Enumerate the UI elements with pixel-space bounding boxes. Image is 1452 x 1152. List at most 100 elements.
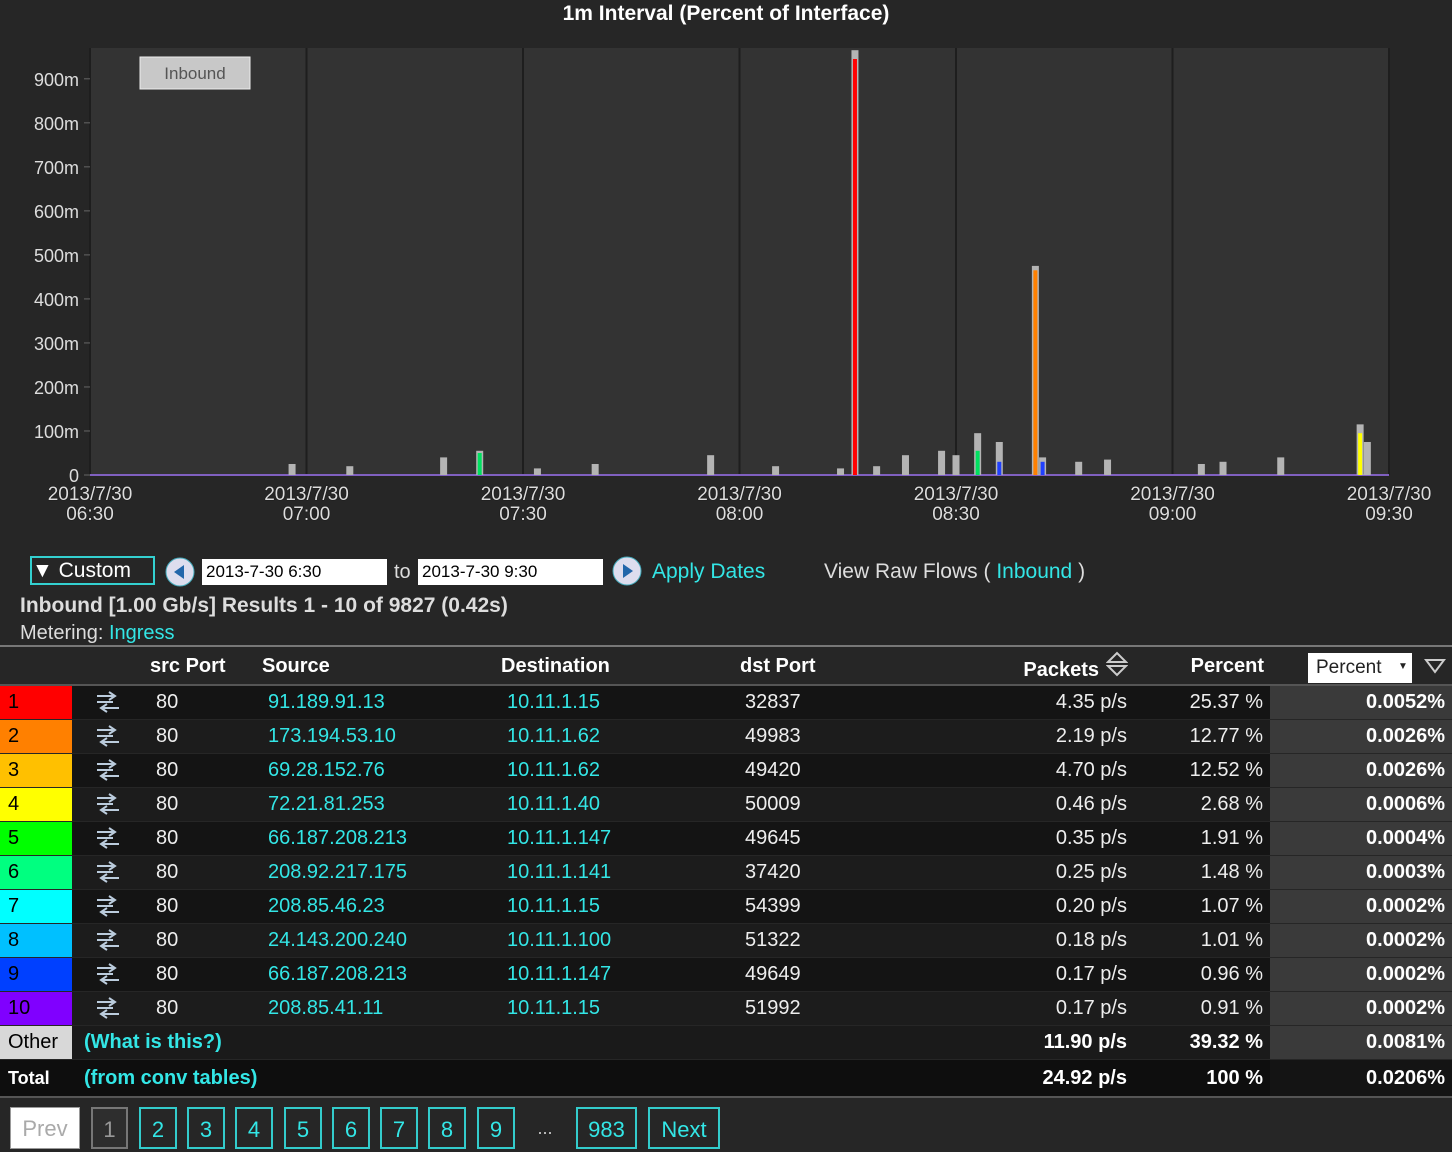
total-link[interactable]: (from conv tables) <box>84 1067 258 1089</box>
column-header: src Port <box>150 655 226 677</box>
flow-icon[interactable] <box>95 759 121 781</box>
table-cell[interactable]: 10.11.1.147 <box>507 827 612 849</box>
flow-icon[interactable] <box>95 895 121 917</box>
table-cell[interactable]: 208.85.41.11 <box>268 997 384 1019</box>
page-button[interactable]: 7 <box>380 1107 418 1149</box>
table-cell[interactable]: 10.11.1.15 <box>507 691 601 713</box>
apply-dates[interactable]: Apply Dates <box>652 560 766 583</box>
flow-icon[interactable] <box>95 997 121 1019</box>
table-cell[interactable]: 208.85.46.23 <box>268 895 385 917</box>
flow-icon[interactable] <box>95 827 121 849</box>
metering-link[interactable]: Ingress <box>108 622 175 644</box>
table-cell: 10 <box>8 997 31 1019</box>
prev-arrow[interactable] <box>164 556 196 588</box>
table-cell[interactable]: 69.28.152.76 <box>268 759 385 781</box>
page-button[interactable]: Prev <box>10 1107 80 1149</box>
table-row <box>0 958 1452 991</box>
sort-icon[interactable] <box>1106 650 1128 680</box>
table-cell: 8 <box>8 929 20 951</box>
percent-cell-bg <box>1270 1060 1452 1096</box>
bar <box>288 463 296 475</box>
table-cell: 0.46 p/s <box>1055 793 1127 815</box>
page-button[interactable]: Next <box>648 1107 720 1149</box>
table-cell[interactable]: 10.11.1.15 <box>507 895 601 917</box>
page-button[interactable]: 9 <box>477 1107 515 1149</box>
toggle-button[interactable] <box>139 56 251 90</box>
table-cell: 7 <box>8 895 20 917</box>
y-tick-label: 700m <box>34 158 79 178</box>
table-row <box>0 890 1452 923</box>
table-row <box>0 992 1452 1025</box>
chart-title: 1m Interval (Percent of Interface) <box>563 2 890 25</box>
page-button[interactable]: 6 <box>332 1107 370 1149</box>
table-cell: 4.35 p/s <box>1055 691 1127 713</box>
flow-icon[interactable] <box>95 725 121 747</box>
page-button[interactable]: 3 <box>187 1107 225 1149</box>
table-cell: 100 % <box>1206 1067 1263 1089</box>
table-cell[interactable]: 10.11.1.15 <box>507 997 601 1019</box>
table-cell: 80 <box>156 759 179 781</box>
table-cell: 50009 <box>745 793 801 815</box>
table-cell[interactable]: 10.11.1.141 <box>507 861 612 883</box>
table-cell[interactable]: 10.11.1.147 <box>507 963 612 985</box>
range-label[interactable]: Custom <box>58 559 131 582</box>
y-tick-label: 600m <box>34 202 79 222</box>
percent-cell-bg <box>1270 958 1452 991</box>
raw-link[interactable]: Inbound <box>996 560 1073 583</box>
start-input[interactable]: 2013-7-30 6:30 <box>202 559 387 585</box>
percent-dropdown[interactable]: Percent <box>1308 653 1412 683</box>
table-cell: 9 <box>8 963 20 985</box>
toggle-label[interactable]: Inbound <box>164 64 225 83</box>
table-cell[interactable]: 208.92.217.175 <box>268 861 408 883</box>
metering: Metering: Ingress <box>20 620 175 646</box>
page-button[interactable]: 5 <box>284 1107 322 1149</box>
page-button[interactable]: 4 <box>235 1107 273 1149</box>
total-label: Total <box>8 1068 50 1088</box>
flow-icon[interactable] <box>95 793 121 815</box>
column-header: Packets <box>1023 659 1099 681</box>
table-cell[interactable]: 24.143.200.240 <box>268 929 408 951</box>
table-cell[interactable]: 72.21.81.253 <box>268 793 385 815</box>
column-toggle[interactable] <box>1424 658 1446 688</box>
table-cell: 2 <box>8 725 20 747</box>
table-cell: 80 <box>156 793 179 815</box>
page-button[interactable]: 983 <box>576 1107 637 1149</box>
table-cell[interactable]: 91.189.91.13 <box>268 691 385 713</box>
flow-icon[interactable] <box>95 691 121 713</box>
table-cell[interactable]: 10.11.1.40 <box>507 793 601 815</box>
table-cell: 39.32 % <box>1189 1031 1263 1053</box>
raw-flows: View Raw Flows ( Inbound ) <box>824 558 1085 586</box>
bar <box>1197 463 1205 475</box>
table-cell: 80 <box>156 861 179 883</box>
table-cell[interactable]: 66.187.208.213 <box>268 827 408 849</box>
table-row <box>0 788 1452 821</box>
page-button[interactable]: 2 <box>139 1107 177 1149</box>
flow-icon[interactable] <box>95 929 121 951</box>
flow-icon[interactable] <box>95 861 121 883</box>
percent-cell-bg <box>1270 686 1452 719</box>
next-arrow[interactable] <box>611 555 643 587</box>
table-cell: 0.25 p/s <box>1055 861 1127 883</box>
table-cell: 0.0026% <box>1366 725 1445 747</box>
bar <box>1358 433 1363 475</box>
end-input[interactable]: 2013-7-30 9:30 <box>418 559 603 585</box>
table-cell[interactable]: 10.11.1.62 <box>507 725 601 747</box>
bar <box>901 455 909 475</box>
table-cell: 49645 <box>745 827 801 849</box>
bar <box>591 463 599 475</box>
bar <box>1075 461 1083 475</box>
table-cell[interactable]: 10.11.1.100 <box>507 929 612 951</box>
other-link[interactable]: (What is this?) <box>84 1031 222 1053</box>
table-cell[interactable]: 10.11.1.62 <box>507 759 601 781</box>
bar <box>1277 457 1285 475</box>
table-cell[interactable]: 173.194.53.10 <box>268 725 396 747</box>
row-color <box>0 992 72 1025</box>
table-top-border <box>0 645 1452 647</box>
range-select[interactable]: ▼ Custom <box>30 556 155 585</box>
page-button[interactable]: 8 <box>428 1107 466 1149</box>
flow-icon[interactable] <box>95 963 121 985</box>
table-cell: 5 <box>8 827 20 849</box>
table-cell[interactable]: 66.187.208.213 <box>268 963 408 985</box>
table-cell: 1.07 % <box>1200 895 1263 917</box>
column-header: dst Port <box>740 655 816 677</box>
